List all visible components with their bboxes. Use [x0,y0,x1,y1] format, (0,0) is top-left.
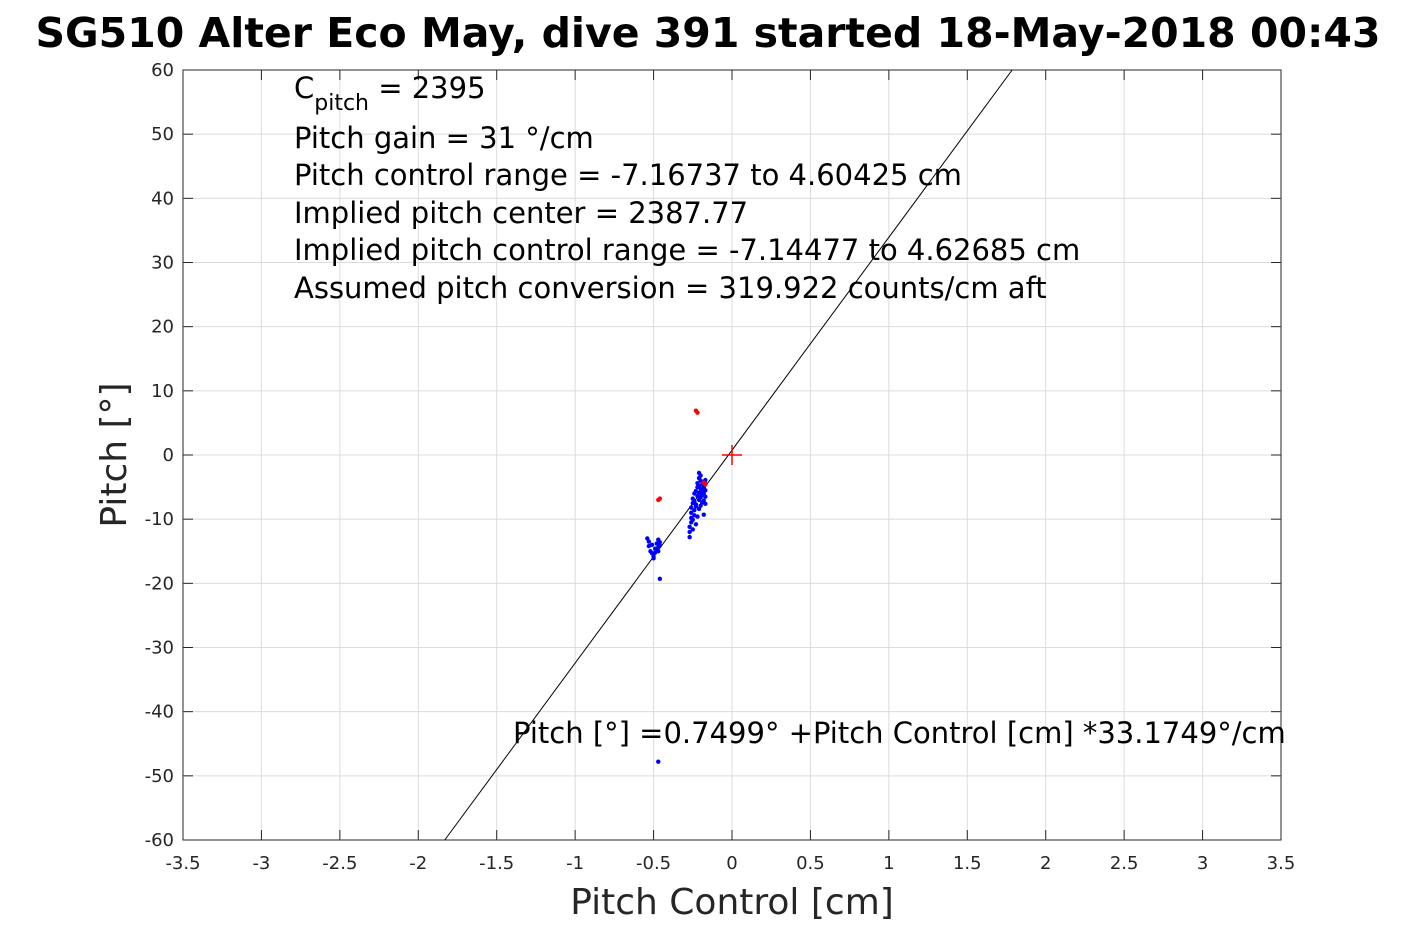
annotation-pitch-gain: Pitch gain = 31 °/cm [294,121,594,155]
data-point [689,510,694,515]
data-points [645,408,708,764]
x-tick-label: 0.5 [796,853,825,874]
fit-equation: Pitch [°] =0.7499° +Pitch Control [cm] *… [513,716,1286,750]
data-point [690,517,695,523]
x-tick-label: -2.5 [322,853,357,874]
data-point [646,539,652,544]
data-point [656,549,661,554]
y-tick-label: -20 [145,573,174,594]
annotation-implied-center: Implied pitch center = 2387.77 [294,196,748,230]
data-point [687,534,692,540]
y-tick-label: 30 [151,253,174,274]
x-tick-label: -1 [566,853,584,874]
x-tick-label: 1 [883,853,894,874]
data-point [651,556,656,561]
y-axis-label: Pitch [°] [94,382,135,527]
center-marker-layer [722,445,742,465]
annotation-c-pitch: Cpitch = 2395 [294,71,486,116]
x-tick-label: 3 [1197,853,1208,874]
data-point [693,502,699,507]
outlier-point [701,480,706,485]
data-point [657,576,663,582]
x-tick-label: 1.5 [953,853,982,874]
x-tick-label: 2.5 [1110,853,1139,874]
annotation-control-range: Pitch control range = -7.16737 to 4.6042… [294,158,962,192]
data-point [693,522,699,527]
y-tick-label: -40 [145,702,174,723]
c-pitch-subscript: pitch [314,91,369,116]
y-tick-label: 50 [151,124,174,145]
annotation-conversion: Assumed pitch conversion = 319.922 count… [294,271,1047,305]
data-point [657,540,663,545]
data-point [703,488,708,493]
data-point [698,473,703,478]
y-tick-label: 20 [151,317,174,338]
data-point [703,494,708,499]
x-tick-label: -3 [252,853,270,874]
y-tick-label: 60 [151,60,174,81]
y-tick-label: -60 [145,830,174,851]
data-point [695,514,700,519]
c-pitch-symbol: C [294,71,314,105]
outlier-point [695,410,700,415]
data-point [656,759,661,764]
annotation-block: Cpitch = 2395 Pitch gain = 31 °/cm Pitch… [294,71,1080,305]
data-point [692,507,697,513]
data-point [701,512,706,517]
x-tick-label: 0 [726,853,737,874]
chart-title: SG510 Alter Eco May, dive 391 started 18… [36,9,1381,57]
x-axis-label: Pitch Control [cm] [570,882,894,923]
y-tick-label: -50 [145,766,174,787]
y-tick-label: 10 [151,381,174,402]
ticks: -3.5 -3 -2.5 -2 -1.5 -1 -0.5 0 0.5 1 1.5 2 2.5 3 3.5 -6… [145,60,1296,874]
x-tick-label: 3.5 [1267,853,1296,874]
data-point [687,524,692,530]
outlier-point [657,496,663,501]
y-tick-label: -30 [145,638,174,659]
data-point [687,529,692,535]
x-tick-label: -1.5 [479,853,514,874]
x-tick-label: -0.5 [636,853,671,874]
x-tick-label: 2 [1040,853,1051,874]
annotation-implied-range: Implied pitch control range = -7.14477 t… [294,233,1080,267]
data-point [657,543,663,548]
x-tick-label: -3.5 [165,853,200,874]
y-tick-label: -10 [145,509,174,530]
y-tick-label: 0 [163,445,174,466]
center-plus-marker [722,445,742,465]
data-point [649,542,655,548]
data-point [690,527,695,532]
data-point [689,505,694,510]
x-tick-label: -2 [409,853,427,874]
data-point [703,501,708,506]
y-tick-label: 40 [151,188,174,209]
c-pitch-value: = 2395 [369,71,486,105]
